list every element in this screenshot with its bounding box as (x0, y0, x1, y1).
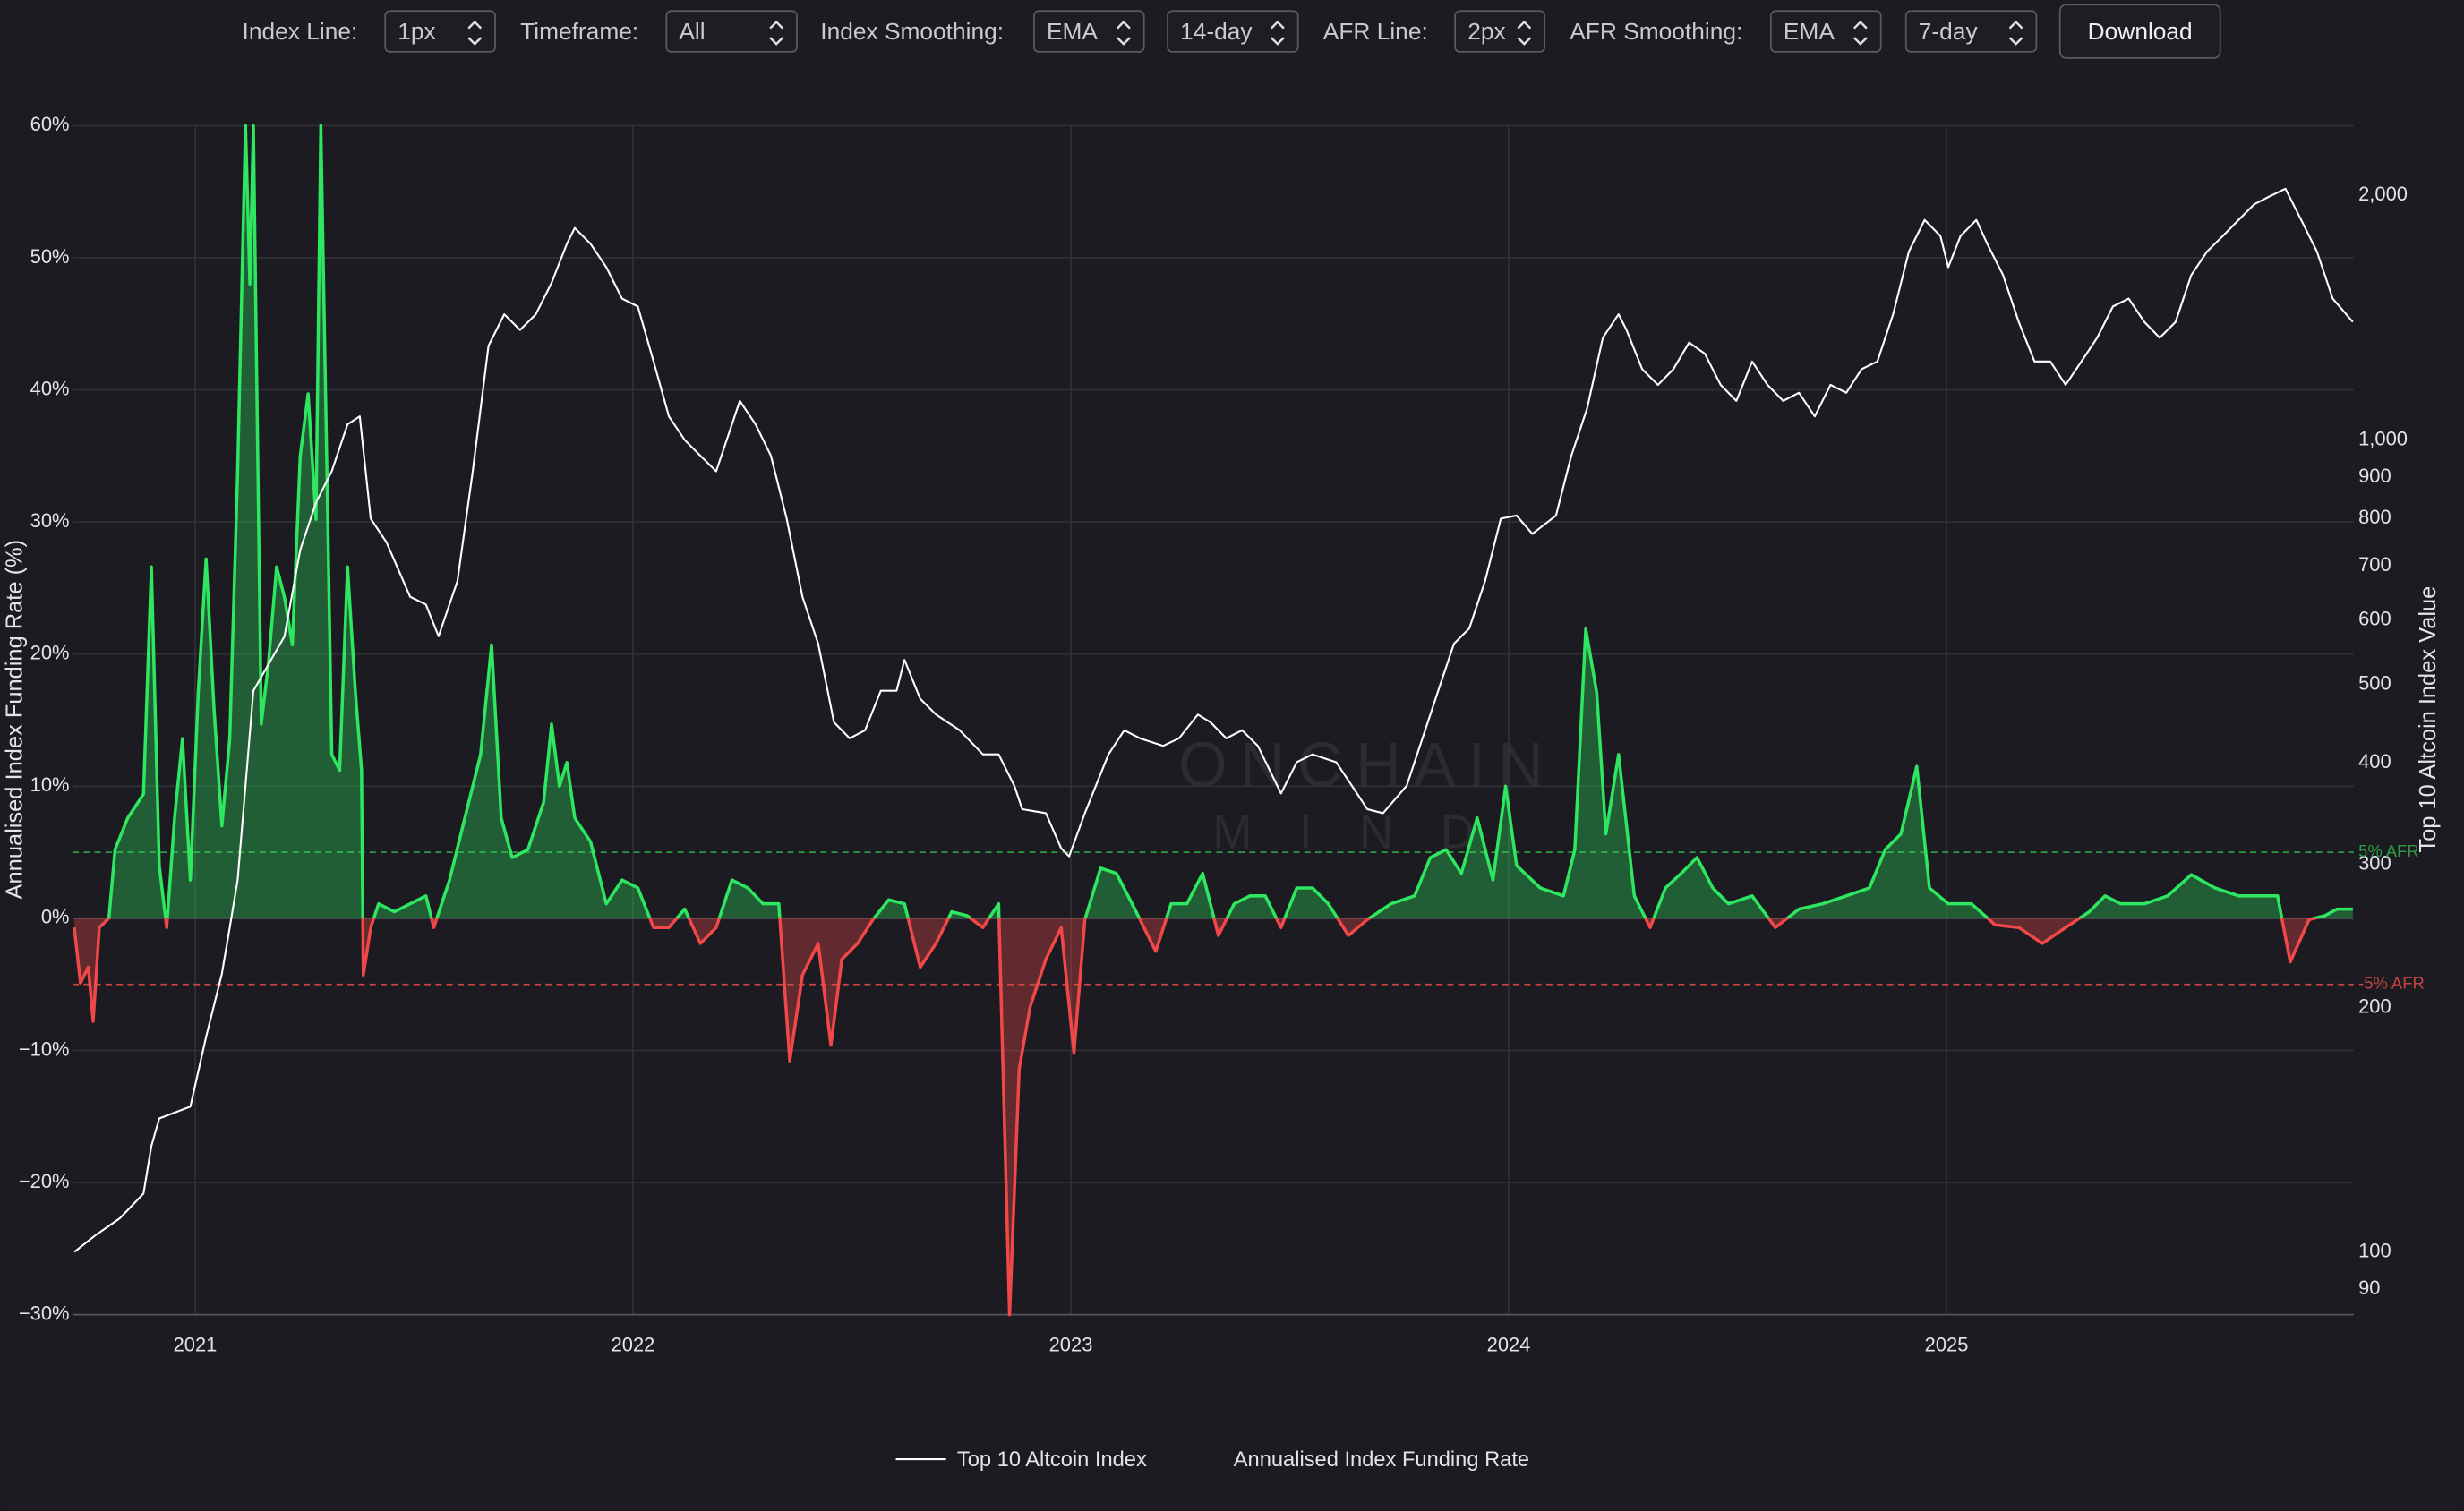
x-tick-label: 2025 (1925, 1334, 1969, 1356)
legend-label[interactable]: Annualised Index Funding Rate (1234, 1448, 1529, 1472)
watermark: ONCHAIN (1178, 729, 1556, 799)
select[interactable]: 2px (1454, 10, 1546, 53)
select-chevron[interactable] (1116, 20, 1131, 46)
select-box[interactable] (1033, 10, 1145, 53)
afr-area-positive (108, 125, 2353, 918)
select-value[interactable]: 14-day (1180, 18, 1253, 45)
select[interactable]: 1px (384, 10, 496, 53)
y-tick-label: 40% (30, 377, 70, 399)
y2-axis-title: Top 10 Altcoin Index Value (2416, 586, 2441, 853)
y-tick-label: 50% (30, 245, 70, 268)
x-tick-label: 2021 (174, 1334, 218, 1356)
y-tick-label: 10% (30, 773, 70, 796)
y-tick-label: −10% (19, 1037, 70, 1060)
y-tick-label: −20% (19, 1170, 70, 1192)
y-tick-label: 30% (30, 509, 70, 532)
control-label: AFR Line: (1323, 18, 1428, 45)
y-axis-title: Annualised Index Funding Rate (%) (3, 540, 28, 900)
select[interactable]: EMA (1769, 10, 1882, 53)
afr-line-positive (107, 124, 2353, 918)
y-tick-label: 0% (41, 906, 70, 928)
select-box[interactable] (1904, 10, 2038, 53)
y2-tick-label: 2,000 (2358, 183, 2408, 205)
watermark: MIND (1212, 806, 1521, 858)
y-tick-label: 60% (30, 113, 70, 135)
index-line (73, 187, 2354, 1253)
select-box[interactable] (665, 10, 798, 53)
y2-tick-label: 90 (2358, 1276, 2380, 1299)
control-label: Timeframe: (520, 18, 638, 45)
afr-line-negative (73, 918, 2322, 1317)
button-label[interactable]: Download (2088, 18, 2193, 45)
x-tick-label: 2022 (612, 1334, 655, 1356)
select-value[interactable]: 7-day (1919, 18, 1979, 45)
select-value[interactable]: EMA (1784, 18, 1835, 45)
control-label: Index Line: (243, 18, 358, 45)
legend-item[interactable]: Annualised Index Funding Rate (1234, 1448, 1529, 1472)
select-chevron[interactable] (769, 20, 784, 46)
control-label: Index Smoothing: (820, 18, 1004, 45)
select-value[interactable]: EMA (1047, 18, 1098, 45)
button-box[interactable] (2058, 4, 2221, 59)
y2-tick-label: 200 (2358, 995, 2391, 1017)
select[interactable]: 7-day (1904, 10, 2038, 53)
select-chevron[interactable] (1852, 20, 1868, 46)
select-value[interactable]: 2px (1467, 18, 1505, 45)
select-chevron[interactable] (2008, 20, 2023, 46)
y2-tick-label: 800 (2358, 506, 2391, 528)
select-chevron[interactable] (1270, 20, 1285, 46)
control-label: AFR Smoothing: (1570, 18, 1742, 45)
plot-area: ONCHAIN MIND 2021 2022 2023 2024 2025 60% 50% 40%… (3, 113, 2441, 1472)
x-tick-label: 2023 (1049, 1334, 1093, 1356)
select[interactable]: All (665, 10, 798, 53)
select[interactable]: EMA (1033, 10, 1145, 53)
select-chevron[interactable] (1517, 20, 1532, 46)
y2-tick-label: 500 (2358, 671, 2391, 694)
y2-tick-label: 700 (2358, 553, 2391, 576)
y2-tick-label: 1,000 (2358, 427, 2408, 449)
select-box[interactable] (1769, 10, 1882, 53)
select[interactable]: 14-day (1167, 10, 1299, 53)
select-value[interactable]: 1px (398, 18, 435, 45)
select-chevron[interactable] (467, 20, 483, 46)
y2-tick-label: 300 (2358, 852, 2391, 875)
x-tick-label: 2024 (1487, 1334, 1531, 1356)
y2-tick-label: 400 (2358, 750, 2391, 773)
select-box[interactable] (1167, 10, 1299, 53)
reference-label: -5% AFR (2358, 974, 2425, 993)
y-tick-label: −30% (19, 1302, 70, 1324)
reference-label: 5% AFR (2358, 841, 2419, 860)
y2-tick-label: 900 (2358, 465, 2391, 487)
legend-item[interactable]: Top 10 Altcoin Index (895, 1448, 1147, 1472)
legend-label[interactable]: Top 10 Altcoin Index (957, 1448, 1147, 1472)
y2-tick-label: 600 (2358, 607, 2391, 629)
controls-bar: Index Line: 1px Timeframe: All Index Smoothi… (243, 4, 2221, 59)
select-value[interactable]: All (679, 18, 705, 45)
download-button[interactable]: Download (2058, 4, 2221, 59)
y2-tick-label: 100 (2358, 1239, 2391, 1261)
y-tick-label: 20% (30, 642, 70, 664)
select-box[interactable] (384, 10, 496, 53)
